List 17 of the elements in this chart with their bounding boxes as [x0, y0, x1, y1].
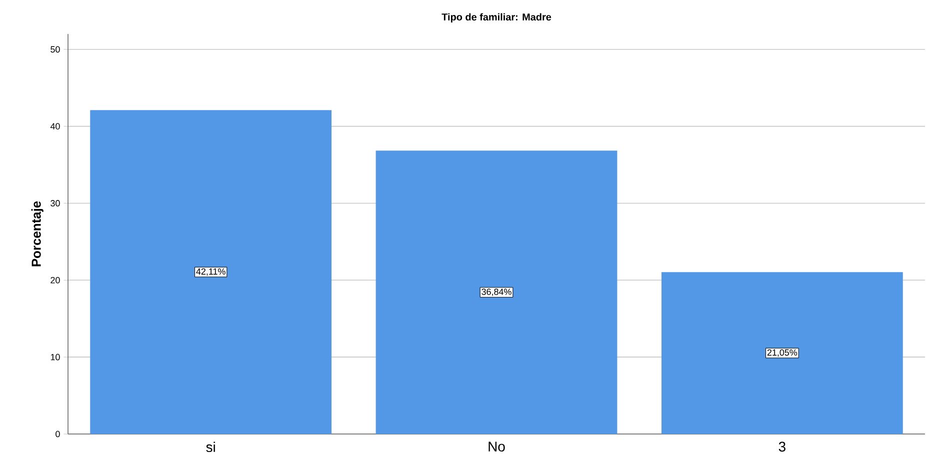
- y-axis-title: Porcentaje: [31, 201, 44, 266]
- chart-title: Tipo de familiar: Madre: [442, 13, 552, 22]
- y-tick-label: 30: [50, 200, 60, 206]
- data-label: 36,84%: [482, 288, 512, 296]
- y-tick-label: 10: [50, 354, 60, 360]
- bar: [661, 272, 903, 434]
- bar: [376, 150, 618, 434]
- data-label: 42,11%: [196, 268, 226, 276]
- data-label: 21,05%: [767, 349, 798, 357]
- y-tick-label: 50: [50, 46, 60, 53]
- y-tick-label: 20: [50, 276, 60, 284]
- x-tick-label: si: [206, 442, 215, 452]
- x-tick-label: No: [488, 442, 505, 452]
- bar: [90, 110, 332, 434]
- x-tick-label: 3: [778, 442, 786, 452]
- y-tick-label: 0: [56, 430, 60, 438]
- y-tick-label: 40: [50, 123, 60, 130]
